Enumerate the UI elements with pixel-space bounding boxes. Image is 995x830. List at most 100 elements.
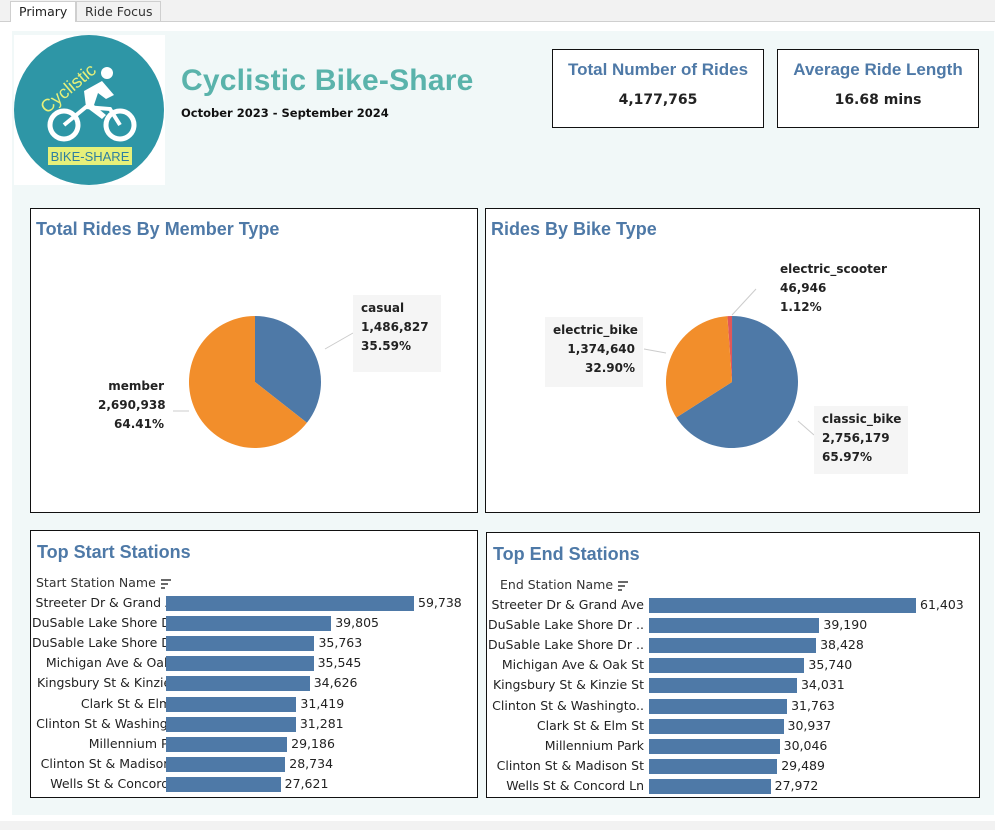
start-station-bar-value: 29,186 <box>291 735 335 751</box>
start-station-station-name: Clinton St & Washingto.. <box>36 715 188 731</box>
end-station-bar-value: 61,403 <box>920 597 964 612</box>
end-station-bar-value: 39,190 <box>823 617 868 633</box>
tab-primary[interactable]: Primary <box>10 1 77 22</box>
sort-descending-icon[interactable] <box>617 580 629 591</box>
start-station-bar-row[interactable]: Clinton St & Madison St 28,734 <box>31 754 477 774</box>
start-station-bar[interactable] <box>166 596 414 611</box>
bike-pie-slice-classic-bike[interactable] <box>676 316 798 448</box>
start-station-bar-row[interactable]: Millennium Park 29,186 <box>31 734 477 754</box>
pie-label-electric-bike-name: electric_bike <box>553 323 638 337</box>
start-station-bar[interactable] <box>166 756 286 772</box>
start-station-bar-row[interactable]: Clinton St & Washingto.. 31,281 <box>31 714 477 734</box>
end-station-bar[interactable] <box>649 718 784 734</box>
start-station-station-name: Clinton St & Madison St <box>40 755 188 771</box>
end-station-bar[interactable] <box>649 698 788 714</box>
end-station-bar-row[interactable]: Clark St & Elm St 30,937 <box>487 716 979 736</box>
end-station-station-name: Clark St & Elm St <box>536 717 644 733</box>
pie-label-electric-bike-value: 1,374,640 <box>567 342 635 356</box>
start-stations-header-label: Start Station Name <box>36 575 156 590</box>
end-station-bar-row[interactable]: DuSable Lake Shore Dr .. 39,190 <box>487 615 979 635</box>
start-stations-header[interactable]: Start Station Name <box>36 575 172 590</box>
start-station-station-name: Millennium Park <box>88 735 188 751</box>
end-station-bar[interactable] <box>649 778 771 794</box>
start-station-bar-row[interactable]: Michigan Ave & Oak St 35,545 <box>31 653 477 673</box>
logo-banner <box>48 147 132 165</box>
start-station-station-name: DuSable Lake Shore Dr .. <box>31 615 188 631</box>
end-station-bar[interactable] <box>649 678 797 694</box>
end-station-bar[interactable] <box>649 758 778 774</box>
start-station-bar-value: 35,545 <box>317 655 362 671</box>
start-station-bar[interactable] <box>166 616 332 632</box>
start-station-bar-value: 31,419 <box>300 695 345 711</box>
start-station-station-name: Kingsbury St & Kinzie St <box>36 675 188 691</box>
start-stations-title: Top Start Stations <box>37 542 191 562</box>
pie-label-electric-scooter: electric_scooter 46,946 1.12% <box>772 256 896 321</box>
end-station-bar-value: 38,428 <box>820 637 864 653</box>
end-station-bar-row[interactable]: DuSable Lake Shore Dr .. 38,428 <box>487 635 979 655</box>
start-station-bar-row[interactable]: Clark St & Elm St 31,419 <box>31 694 477 714</box>
start-station-station-name: Streeter Dr & Grand Ave <box>35 595 188 610</box>
start-station-bar-row[interactable]: DuSable Lake Shore Dr .. 35,763 <box>31 633 477 653</box>
end-stations-header[interactable]: End Station Name <box>500 577 629 592</box>
start-station-bar[interactable] <box>166 776 281 792</box>
bike-pie-slice-electric-bike[interactable] <box>666 316 732 418</box>
end-station-bar-value: 27,972 <box>774 777 819 793</box>
end-station-bar[interactable] <box>649 598 916 613</box>
end-station-bar[interactable] <box>649 638 817 654</box>
start-station-bar[interactable] <box>166 676 310 692</box>
start-station-bar-value: 28,734 <box>289 755 334 771</box>
end-station-station-name: Kingsbury St & Kinzie St <box>492 677 644 693</box>
pie-label-member-pct: 64.41% <box>114 417 164 431</box>
start-station-bar[interactable] <box>166 636 315 652</box>
start-station-station-name: Wells St & Concord Ln <box>50 775 188 791</box>
end-station-bar-row[interactable]: Streeter Dr & Grand Ave 61,403 <box>487 595 979 615</box>
rider-head-icon <box>101 67 113 79</box>
bike-pie-slice-electric-scooter[interactable] <box>727 316 733 382</box>
end-station-station-name: DuSable Lake Shore Dr .. <box>487 637 644 653</box>
end-station-bar[interactable] <box>649 658 805 674</box>
start-station-bar-row[interactable]: Streeter Dr & Grand Ave 59,738 <box>31 593 477 613</box>
start-station-bar-row[interactable]: DuSable Lake Shore Dr .. 39,805 <box>31 613 477 633</box>
pie-label-casual-name: casual <box>361 301 405 315</box>
bike-type-pie[interactable] <box>486 209 981 514</box>
member-pie-slice-member[interactable] <box>189 316 307 448</box>
start-station-bar[interactable] <box>166 716 296 732</box>
pie-label-electric-scooter-pct: 1.12% <box>780 300 822 314</box>
bike-wheel-left-icon <box>47 108 81 142</box>
end-station-station-name: Streeter Dr & Grand Ave <box>491 597 644 612</box>
member-type-pie[interactable] <box>31 209 479 514</box>
page-subtitle: October 2023 - September 2024 <box>181 106 389 120</box>
end-station-station-name: Michigan Ave & Oak St <box>501 657 644 673</box>
start-station-bar[interactable] <box>166 736 288 752</box>
end-station-bar-row[interactable]: Kingsbury St & Kinzie St 34,031 <box>487 675 979 695</box>
rider-body-icon <box>84 81 114 119</box>
pie-label-electric-bike-pct: 32.90% <box>585 361 635 375</box>
electric-scooter-leader-line <box>731 288 757 316</box>
start-station-bar-row[interactable]: Kingsbury St & Kinzie St 34,626 <box>31 673 477 693</box>
pie-label-member-value: 2,690,938 <box>98 398 166 412</box>
end-station-bar[interactable] <box>649 618 820 634</box>
end-station-bar-row[interactable]: Michigan Ave & Oak St 35,740 <box>487 655 979 675</box>
pie-label-casual-value: 1,486,827 <box>361 320 429 334</box>
pie-label-member-name: member <box>108 379 164 393</box>
kpi-average-ride-length: Average Ride Length 16.68 mins <box>777 49 979 128</box>
end-station-bar-row[interactable]: Millennium Park 30,046 <box>487 736 979 756</box>
end-station-bar-row[interactable]: Clinton St & Madison St 29,489 <box>487 756 979 776</box>
tab-ride-focus[interactable]: Ride Focus <box>76 1 162 21</box>
end-station-station-name: Millennium Park <box>544 737 644 753</box>
electric-bike-leader-line <box>643 348 667 354</box>
end-station-bar-row[interactable]: Clinton St & Washingto.. 31,763 <box>487 696 979 716</box>
end-stations-title: Top End Stations <box>493 544 640 564</box>
start-station-station-name: Michigan Ave & Oak St <box>45 655 188 671</box>
member-pie-slice-casual[interactable] <box>255 316 322 423</box>
start-station-bar-value: 59,738 <box>418 595 462 610</box>
end-station-bar-value: 35,740 <box>808 657 853 673</box>
start-station-bar[interactable] <box>166 656 314 672</box>
start-station-bar-row[interactable]: Wells St & Concord Ln 27,621 <box>31 774 477 794</box>
end-station-bar[interactable] <box>649 738 780 754</box>
sort-descending-icon[interactable] <box>160 578 172 589</box>
bike-frame-icon <box>62 104 122 127</box>
start-station-bar[interactable] <box>166 696 297 712</box>
end-stations-header-label: End Station Name <box>500 577 614 592</box>
end-station-bar-row[interactable]: Wells St & Concord Ln 27,972 <box>487 776 979 796</box>
